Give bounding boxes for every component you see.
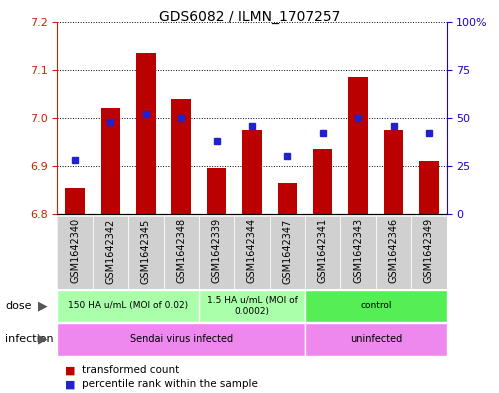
Text: 1.5 HA u/mL (MOI of
0.0002): 1.5 HA u/mL (MOI of 0.0002) <box>207 296 297 316</box>
Bar <box>235 216 269 289</box>
Text: percentile rank within the sample: percentile rank within the sample <box>82 379 258 389</box>
Bar <box>243 130 261 214</box>
Bar <box>419 161 439 214</box>
Bar <box>57 323 305 356</box>
Bar <box>172 99 191 214</box>
Text: GDS6082 / ILMN_1707257: GDS6082 / ILMN_1707257 <box>159 10 340 24</box>
Text: GSM1642343: GSM1642343 <box>353 219 363 283</box>
Bar <box>93 216 128 289</box>
Bar <box>376 216 411 289</box>
Text: GSM1642345: GSM1642345 <box>141 219 151 284</box>
Text: GSM1642346: GSM1642346 <box>389 219 399 283</box>
Text: GSM1642348: GSM1642348 <box>176 219 186 283</box>
Text: GSM1642340: GSM1642340 <box>70 219 80 283</box>
Bar <box>305 216 340 289</box>
Text: GSM1642339: GSM1642339 <box>212 219 222 283</box>
Bar <box>269 216 305 289</box>
Bar <box>384 130 403 214</box>
Text: ▶: ▶ <box>37 299 47 312</box>
Bar <box>199 290 305 322</box>
Bar <box>101 108 120 214</box>
Bar <box>277 183 297 214</box>
Bar <box>313 149 332 214</box>
Bar <box>411 216 447 289</box>
Text: control: control <box>360 301 392 310</box>
Bar <box>207 169 227 214</box>
Bar <box>305 323 447 356</box>
Text: ▶: ▶ <box>37 333 47 346</box>
Text: Sendai virus infected: Sendai virus infected <box>130 334 233 344</box>
Bar <box>128 216 164 289</box>
Bar <box>136 53 156 214</box>
Bar <box>305 290 447 322</box>
Text: GSM1642341: GSM1642341 <box>318 219 328 283</box>
Text: GSM1642342: GSM1642342 <box>105 219 115 284</box>
Bar <box>164 216 199 289</box>
Bar <box>65 188 85 214</box>
Bar <box>57 216 93 289</box>
Bar <box>57 290 199 322</box>
Bar <box>340 216 376 289</box>
Text: infection: infection <box>5 334 53 344</box>
Text: ■: ■ <box>65 379 75 389</box>
Text: transformed count: transformed count <box>82 365 180 375</box>
Text: GSM1642347: GSM1642347 <box>282 219 292 284</box>
Text: uninfected: uninfected <box>350 334 402 344</box>
Text: ■: ■ <box>65 365 75 375</box>
Text: GSM1642344: GSM1642344 <box>247 219 257 283</box>
Text: GSM1642349: GSM1642349 <box>424 219 434 283</box>
Bar <box>348 77 368 214</box>
Text: dose: dose <box>5 301 31 311</box>
Bar <box>199 216 235 289</box>
Text: 150 HA u/mL (MOI of 0.02): 150 HA u/mL (MOI of 0.02) <box>68 301 188 310</box>
